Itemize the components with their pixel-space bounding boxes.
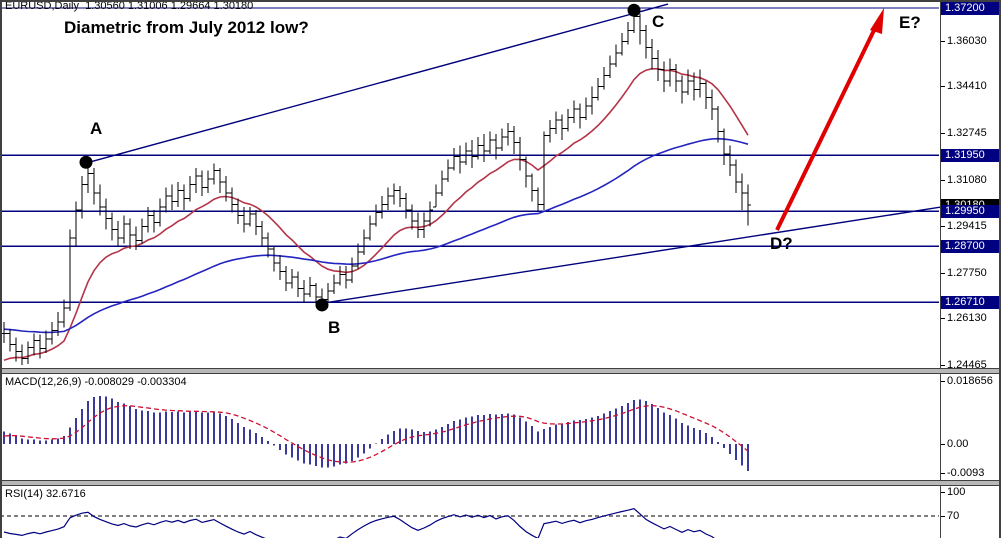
price-tick-1.26710: 1.26710 [941, 296, 999, 310]
forecast-arrow[interactable] [775, 19, 881, 231]
price-tick-1.29415: 1.29415 [941, 220, 987, 233]
price-tick-1.36030: 1.36030 [941, 34, 987, 47]
wave-label-B: B [328, 318, 341, 337]
window-border-right [999, 0, 1001, 538]
pane-separator[interactable] [0, 368, 1001, 374]
macd-signal-line [3, 404, 749, 463]
macd-chart [3, 395, 749, 471]
price-scale[interactable] [940, 0, 1001, 538]
price-tick-0.018656: 0.018656 [941, 374, 993, 387]
price-tick--0.0093: -0.0093 [940, 467, 985, 479]
price-tick-1.31080: 1.31080 [941, 173, 987, 186]
lower-channel-B-D[interactable] [321, 206, 940, 304]
wave-label-C: C [652, 12, 665, 31]
price-tick-70: 70 [940, 510, 960, 522]
price-tick-0.00: 0.00 [940, 438, 969, 450]
price-tick-100: 100 [940, 486, 966, 498]
price-tick-1.28700: 1.28700 [941, 240, 999, 254]
candlestick-chart [0, 3, 940, 365]
price-tick-1.31950: 1.31950 [941, 149, 999, 163]
slow-ma [3, 137, 749, 334]
wave-label-E: E? [899, 13, 921, 32]
price-tick-1.26130: 1.26130 [941, 312, 987, 325]
price-tick-1.32745: 1.32745 [941, 126, 987, 139]
window-border-top [0, 0, 1001, 2]
wave-point-A[interactable] [79, 155, 93, 169]
price-tick-1.37200: 1.37200 [941, 2, 999, 15]
symbol-title: EURUSD,Daily 1.30560 1.31006 1.29664 1.3… [5, 0, 254, 12]
rsi-pane[interactable]: RSI(14) 32.6716 [0, 486, 940, 538]
window-border-left [0, 0, 2, 538]
price-tick-1.34410: 1.34410 [941, 80, 987, 93]
wave-point-B[interactable] [315, 298, 329, 312]
forecast-arrowhead [870, 8, 884, 34]
wave-point-C[interactable] [627, 3, 641, 17]
price-tick-1.29950: 1.29950 [941, 205, 999, 219]
macd-label: MACD(12,26,9) -0.008029 -0.003304 [5, 376, 187, 388]
fast-ma [3, 67, 749, 362]
upper-channel-A-C[interactable] [85, 3, 669, 164]
rsi-label: RSI(14) 32.6716 [5, 488, 86, 500]
price-tick-1.27750: 1.27750 [941, 266, 987, 279]
rsi-chart [0, 508, 939, 538]
wave-label-A: A [90, 119, 103, 138]
rsi-line [3, 508, 715, 538]
wave-label-D: D? [770, 234, 793, 253]
annotation-text: Diametric from July 2012 low? [64, 18, 309, 37]
macd-pane[interactable]: MACD(12,26,9) -0.008029 -0.003304 [0, 374, 940, 480]
price-chart-pane[interactable] [0, 0, 940, 368]
pane-separator-2[interactable] [0, 480, 1001, 486]
